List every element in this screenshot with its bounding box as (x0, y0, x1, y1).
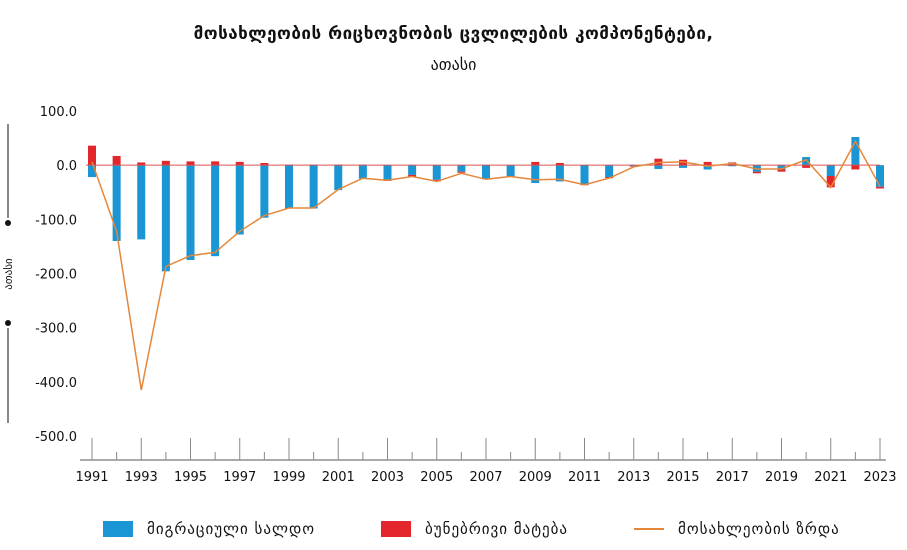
y-tick-label: -400.0 (35, 376, 77, 391)
bar-migration (432, 165, 441, 180)
x-tick-label: 2011 (568, 470, 601, 485)
x-tick-label: 2013 (617, 470, 650, 485)
bar-natural (161, 160, 170, 166)
x-tick-label: 2021 (814, 470, 847, 485)
bar-migration (654, 165, 663, 169)
bar-natural (457, 171, 466, 173)
y-tick-label: -500.0 (35, 430, 77, 445)
bar-migration (531, 165, 540, 184)
bar-natural (211, 161, 220, 166)
series-migration-balance (88, 137, 884, 272)
bar-natural (432, 179, 441, 182)
y-tick-label: 0.0 (56, 159, 77, 174)
legend-item-growth: მოსახლეობის ზრდა (634, 520, 840, 538)
x-tick-label: 1999 (272, 470, 305, 485)
x-tick-label: 2019 (765, 470, 798, 485)
bar-natural (703, 161, 712, 166)
bar-migration (383, 165, 392, 181)
chart-plot: ათასი 100.0 0.0 -100.0 -200.0 -300.0 -400.0 -5… (2, 105, 897, 485)
bar-natural (802, 165, 811, 168)
x-tick-label: 1993 (125, 470, 158, 485)
legend-label-migration: მიგრაციული სალდო (147, 520, 316, 538)
bar-migration (777, 165, 786, 170)
bar-migration (260, 165, 269, 218)
bar-migration (703, 165, 712, 170)
bar-natural (112, 155, 121, 166)
bar-migration (482, 165, 490, 179)
x-tick-label: 2007 (469, 470, 502, 485)
bar-migration (555, 165, 564, 182)
y-tick-label: -300.0 (35, 322, 77, 337)
bar-migration (137, 165, 146, 240)
x-tick-label: 2009 (519, 470, 552, 485)
y-tick-label: -100.0 (35, 213, 77, 228)
bar-migration (629, 165, 638, 167)
bar-natural (408, 174, 417, 177)
bar-natural (186, 161, 195, 166)
bar-migration (728, 165, 737, 167)
legend-swatch-growth (634, 528, 664, 530)
y-tick-label: 100.0 (40, 105, 77, 120)
bar-migration (88, 165, 96, 178)
legend-item-natural: ბუნებრივი მატება (381, 520, 568, 538)
bar-migration (285, 165, 293, 209)
legend: მიგრაციული სალდო ბუნებრივი მატება მოსახლ… (0, 520, 907, 546)
y-tick-label: -200.0 (35, 268, 77, 283)
bar-natural (555, 163, 564, 166)
bar-natural (851, 165, 860, 170)
x-tick-label: 1991 (75, 470, 108, 485)
bar-natural (88, 145, 96, 166)
bar-migration (358, 165, 367, 179)
series-population-growth (91, 139, 881, 391)
x-tick-label: 2003 (371, 470, 404, 485)
bar-migration (826, 165, 835, 176)
bar-migration (334, 165, 343, 191)
bar-migration (408, 165, 417, 175)
y-axis: 100.0 0.0 -100.0 -200.0 -300.0 -400.0 -500.0 (35, 105, 77, 445)
legend-swatch-natural (381, 521, 411, 537)
legend-label-growth: მოსახლეობის ზრდა (678, 520, 840, 538)
bar-migration (161, 165, 170, 272)
bar-natural (777, 169, 786, 172)
x-tick-label: 2023 (863, 470, 896, 485)
bar-natural (531, 161, 540, 166)
bar-natural (137, 162, 146, 166)
legend-label-natural: ბუნებრივი მატება (425, 520, 569, 538)
bar-migration (876, 165, 884, 187)
legend-swatch-migration (103, 521, 133, 537)
line-population-growth (91, 139, 881, 391)
bar-migration (605, 165, 614, 178)
legend-item-migration: მიგრაციული სალდო (103, 520, 315, 538)
bar-migration (580, 165, 589, 185)
bar-natural (235, 161, 244, 166)
bar-migration (235, 165, 244, 235)
bar-migration (112, 165, 121, 241)
bar-migration (851, 137, 860, 166)
chart-title: მოსახლეობის რიცხოვნობის ცვლილების კომპონ… (193, 24, 714, 44)
bar-natural (826, 176, 835, 188)
x-tick-label: 2015 (666, 470, 699, 485)
bar-migration (186, 165, 195, 260)
bar-migration (802, 157, 811, 166)
x-tick-label: 1997 (223, 470, 256, 485)
bar-migration (679, 165, 687, 168)
y-axis-label: ათასი (2, 258, 15, 290)
bar-natural (876, 186, 884, 189)
x-tick-label: 2005 (420, 470, 453, 485)
bar-migration (506, 165, 515, 176)
x-axis: 1991 1993 1995 1997 1999 2001 2003 2005 2007 2009… (75, 438, 897, 485)
axis-marker-dot-top (5, 220, 11, 226)
x-tick-label: 2017 (716, 470, 749, 485)
axis-marker-dot-bottom (5, 320, 11, 326)
chart-subtitle: ათასი (430, 55, 477, 74)
bar-natural (752, 171, 761, 174)
x-tick-label: 2001 (322, 470, 355, 485)
bar-migration (309, 165, 318, 209)
bar-natural (260, 163, 269, 166)
bar-migration (211, 165, 220, 257)
x-tick-label: 1995 (174, 470, 207, 485)
bar-migration (457, 165, 466, 172)
